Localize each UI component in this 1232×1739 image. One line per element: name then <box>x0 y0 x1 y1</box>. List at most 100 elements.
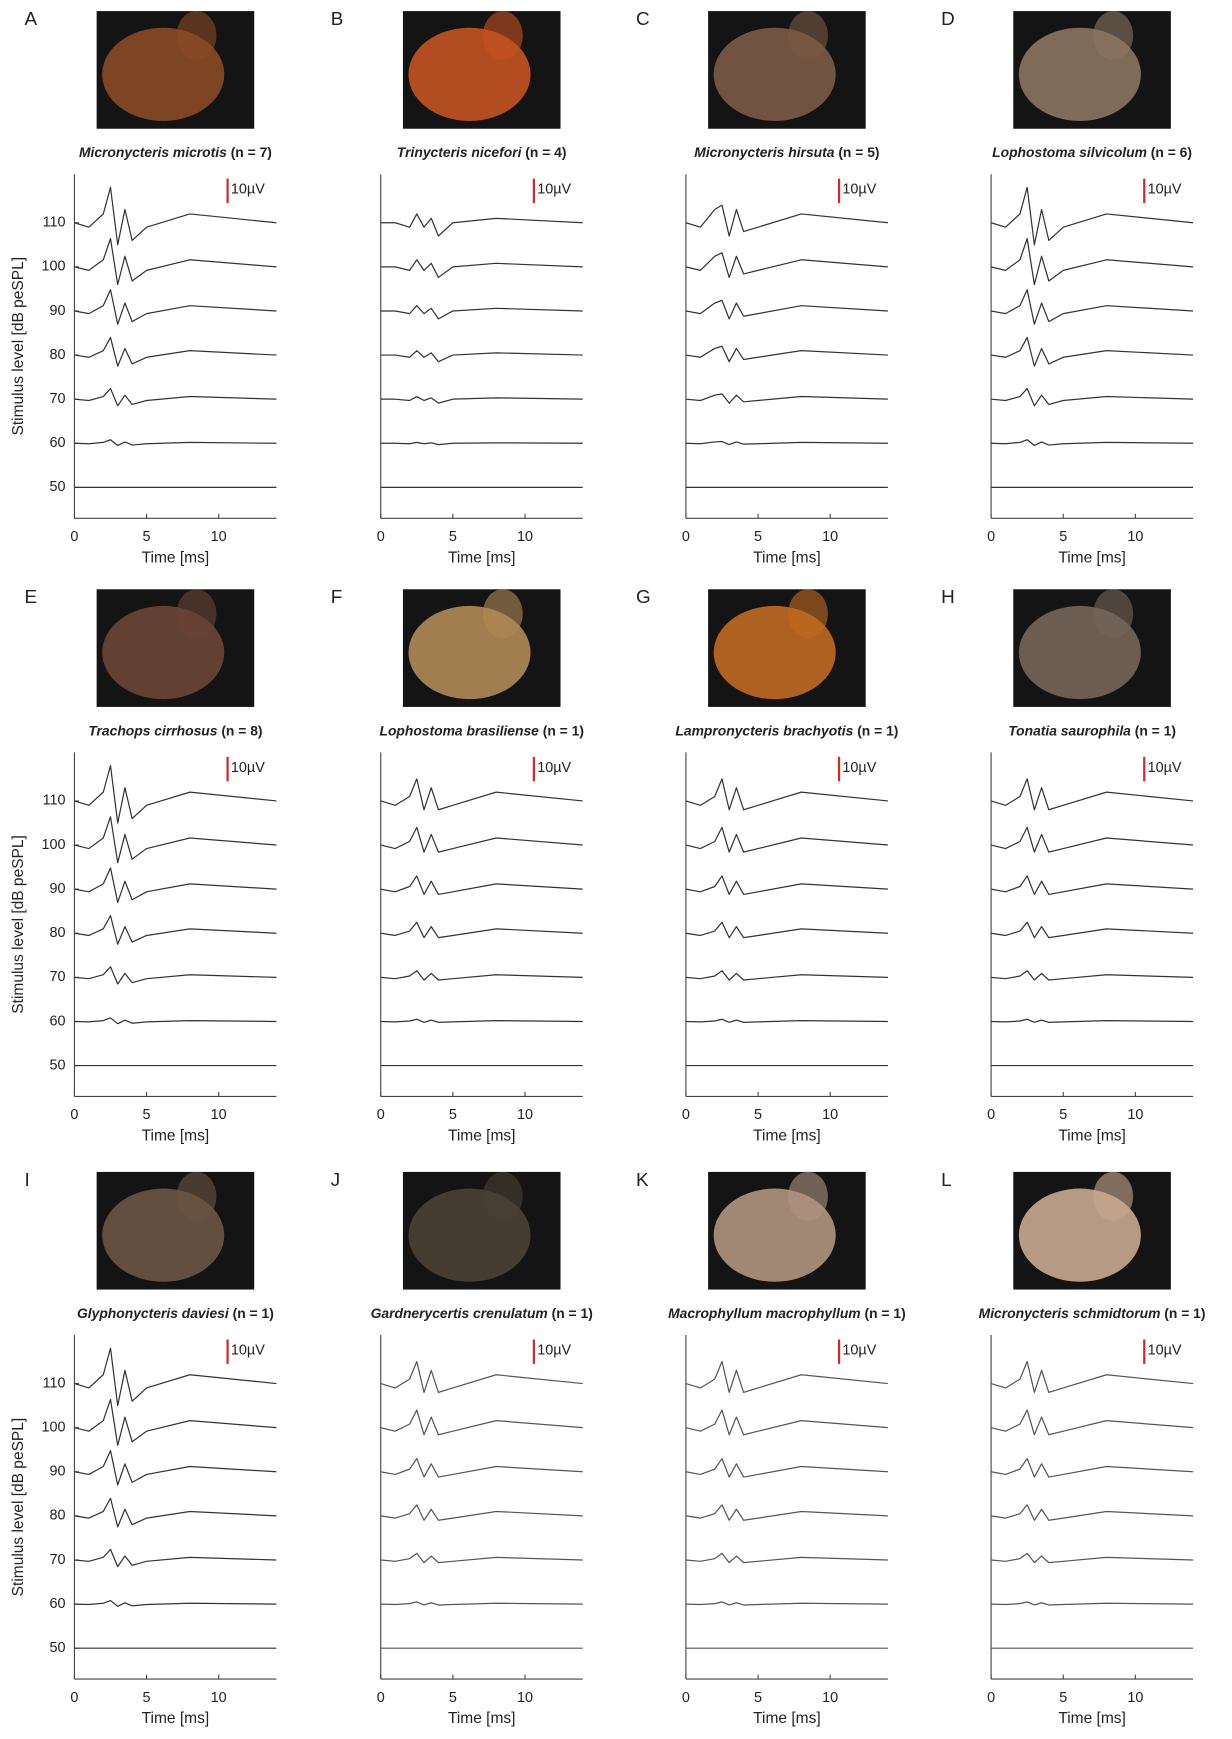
species-name: Micronycteris schmidtorum <box>979 1305 1161 1321</box>
trace <box>74 1601 276 1607</box>
photo-ear <box>788 1172 828 1221</box>
species-name: Micronycteris microtis <box>79 144 227 160</box>
x-tick-label: 10 <box>1127 1107 1143 1123</box>
x-tick-label: 10 <box>1127 1690 1143 1706</box>
y-axis-label: Stimulus level [dB peSPL] <box>10 1418 27 1597</box>
x-tick-label: 5 <box>143 529 151 545</box>
x-tick-label: 0 <box>70 1107 78 1123</box>
trace <box>74 1498 276 1527</box>
photo-ear <box>177 589 217 638</box>
trace <box>686 971 888 980</box>
trace <box>74 389 276 406</box>
scale-label: 10µV <box>231 760 265 776</box>
trace <box>381 827 583 852</box>
x-axis-label: Time [ms] <box>142 549 210 566</box>
photo-ear <box>1093 11 1133 60</box>
trace <box>381 922 583 937</box>
panel-title: Micronycteris hirsuta (n = 5) <box>694 144 879 160</box>
photo-ear <box>1093 589 1133 638</box>
x-tick-label: 0 <box>682 1690 690 1706</box>
y-tick-label: 80 <box>50 1508 66 1524</box>
trace <box>74 1018 276 1024</box>
n-label: (n = 1) <box>864 1305 905 1321</box>
trace <box>381 260 583 278</box>
trace <box>74 440 276 446</box>
y-tick-label: 70 <box>50 1552 66 1568</box>
y-tick-label: 100 <box>42 837 66 853</box>
x-axis-label: Time [ms] <box>753 1710 821 1727</box>
trace <box>991 337 1193 366</box>
panel-letter: J <box>331 1169 340 1190</box>
x-tick-label: 10 <box>822 1690 838 1706</box>
trace <box>686 827 888 852</box>
trace <box>686 779 888 810</box>
panel-letter: H <box>941 586 955 607</box>
trace <box>991 827 1193 852</box>
x-tick-label: 5 <box>143 1107 151 1123</box>
panel-title: Macrophyllum macrophyllum (n = 1) <box>668 1305 906 1321</box>
trace <box>991 1019 1193 1022</box>
trace <box>686 1602 888 1605</box>
x-tick-label: 0 <box>377 529 385 545</box>
trace <box>991 389 1193 406</box>
x-tick-label: 0 <box>377 1107 385 1123</box>
scale-label: 10µV <box>231 1342 265 1358</box>
y-tick-label: 60 <box>50 435 66 451</box>
y-axis-label: Stimulus level [dB peSPL] <box>10 835 27 1014</box>
photo-ear <box>483 589 523 638</box>
trace <box>74 337 276 366</box>
y-tick-label: 70 <box>50 391 66 407</box>
photo-ear <box>177 1172 217 1221</box>
scale-label: 10µV <box>231 182 265 198</box>
panel-letter: L <box>941 1169 952 1190</box>
photo-ear <box>483 11 523 60</box>
photo-ear <box>483 1172 523 1221</box>
n-label: (n = 1) <box>233 1305 274 1321</box>
trace <box>381 306 583 319</box>
n-label: (n = 6) <box>1151 144 1192 160</box>
panel-letter: F <box>331 586 343 607</box>
y-tick-label: 90 <box>50 1464 66 1480</box>
n-label: (n = 1) <box>857 722 898 738</box>
photo-ear <box>1093 1172 1133 1221</box>
species-name: Macrophyllum macrophyllum <box>668 1305 861 1321</box>
x-tick-label: 10 <box>822 529 838 545</box>
trace <box>991 922 1193 937</box>
x-tick-label: 0 <box>682 1107 690 1123</box>
x-tick-label: 5 <box>754 529 762 545</box>
x-tick-label: 10 <box>211 529 227 545</box>
species-name: Trinycteris nicefori <box>397 144 523 160</box>
scale-label: 10µV <box>1148 182 1182 198</box>
trace <box>991 876 1193 895</box>
trace <box>991 440 1193 446</box>
species-name: Tonatia saurophila <box>1008 722 1131 738</box>
x-tick-label: 0 <box>70 1690 78 1706</box>
x-axis-label: Time [ms] <box>448 1710 516 1727</box>
trace <box>991 1553 1193 1562</box>
panel-title: Tonatia saurophila (n = 1) <box>1008 722 1176 738</box>
trace <box>686 394 888 403</box>
trace <box>381 1410 583 1435</box>
panel-letter: G <box>636 586 651 607</box>
trace <box>381 397 583 404</box>
trace <box>686 205 888 236</box>
x-tick-label: 0 <box>682 529 690 545</box>
panel-title: Micronycteris schmidtorum (n = 1) <box>979 1305 1206 1321</box>
trace <box>74 916 276 945</box>
panel-title: Micronycteris microtis (n = 7) <box>79 144 272 160</box>
y-tick-label: 110 <box>43 793 66 809</box>
trace <box>686 1362 888 1393</box>
trace <box>381 1553 583 1562</box>
trace <box>381 1019 583 1022</box>
photo-ear <box>788 11 828 60</box>
trace <box>381 971 583 980</box>
panel-title: Lophostoma brasiliense (n = 1) <box>379 722 583 738</box>
trace <box>381 779 583 810</box>
x-tick-label: 10 <box>517 1107 533 1123</box>
panel-letter: D <box>941 8 955 29</box>
scale-label: 10µV <box>842 1342 876 1358</box>
n-label: (n = 5) <box>838 144 879 160</box>
x-axis-label: Time [ms] <box>753 549 821 566</box>
x-tick-label: 5 <box>449 529 457 545</box>
